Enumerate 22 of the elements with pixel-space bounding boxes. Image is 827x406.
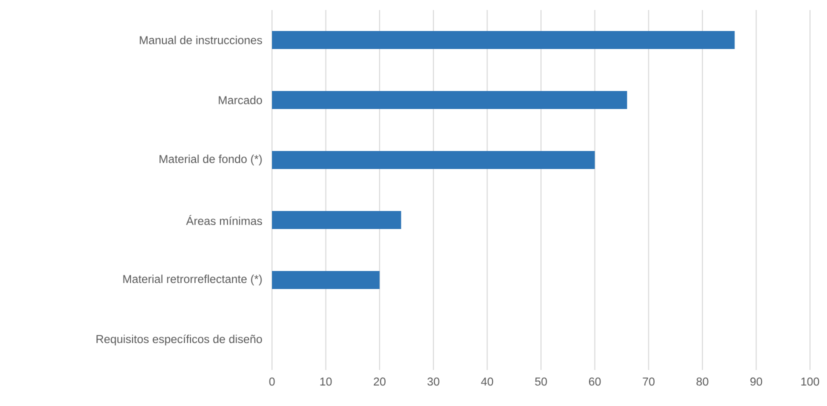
x-tick-label: 30 [427,378,440,386]
bar [272,271,380,289]
y-tick-label: Manual de instrucciones [140,36,262,44]
x-tick-label: 10 [320,378,332,386]
y-tick-label: Marcado [218,96,262,104]
x-tick-label: 100 [801,378,820,386]
y-tick-label: Material de fondo (*) [160,154,262,166]
x-tick-label: 60 [589,378,601,386]
x-tick-label: 0 [269,378,275,386]
bar [272,30,735,49]
x-tick-label: 70 [642,378,655,386]
x-tick-label: 20 [374,378,386,386]
x-tick-label: 40 [481,378,494,386]
x-tick-label: 50 [535,378,547,386]
y-tick-label: Áreas mínimas [186,214,262,226]
x-tick-label: 80 [696,378,708,386]
y-tick-label: Material retrorreflectante (*) [123,274,262,286]
bar [272,150,595,169]
y-tick-label: Requisitos específicos de diseño [96,334,262,346]
bar [272,211,402,229]
x-tick-label: 90 [750,378,762,386]
bar [272,90,628,109]
